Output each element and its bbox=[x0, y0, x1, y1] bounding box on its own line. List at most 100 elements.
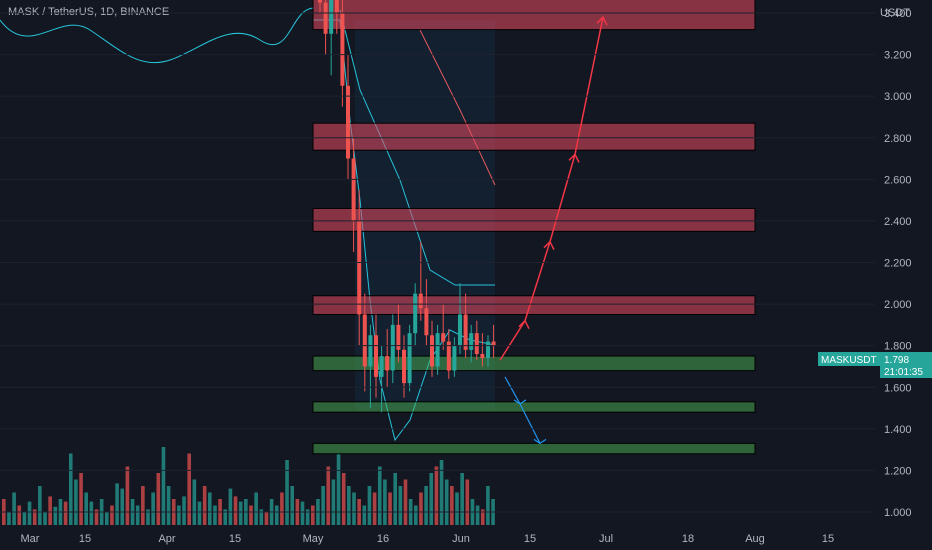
projection-arrows bbox=[499, 15, 608, 445]
volume-bar bbox=[347, 486, 351, 525]
volume-bar bbox=[233, 496, 238, 525]
candle-body bbox=[357, 220, 362, 315]
volume-bar bbox=[388, 492, 392, 525]
price-badge-value: 1.798 bbox=[884, 355, 909, 366]
volume-bar bbox=[135, 505, 140, 525]
volume-bar bbox=[480, 509, 485, 525]
volume-bar bbox=[192, 479, 197, 525]
volume-bar bbox=[213, 505, 217, 525]
volume-bar bbox=[383, 479, 387, 525]
volume-bar bbox=[238, 501, 243, 525]
candle-body bbox=[396, 324, 401, 350]
resistance-zone bbox=[312, 0, 756, 31]
candle-body bbox=[486, 341, 490, 359]
volume-bar bbox=[68, 453, 73, 525]
y-tick-label: 1.800 bbox=[884, 341, 912, 353]
volume-bar bbox=[398, 486, 403, 525]
volume-bar bbox=[48, 496, 52, 525]
candle-body bbox=[435, 333, 440, 367]
volume-bar bbox=[74, 479, 78, 525]
ema-line bbox=[0, 7, 314, 64]
volume-bar bbox=[429, 473, 434, 525]
y-tick-label: 1.200 bbox=[884, 465, 912, 477]
candle-body bbox=[374, 335, 378, 377]
volume-bar bbox=[166, 486, 171, 525]
volume-bar bbox=[223, 509, 228, 525]
volume-bar bbox=[465, 479, 470, 525]
candle-body bbox=[413, 293, 418, 334]
support-zone bbox=[312, 355, 756, 372]
volume-bar bbox=[146, 509, 150, 525]
x-tick-label: Mar bbox=[21, 533, 40, 545]
candle-body bbox=[368, 335, 373, 367]
countdown-badge: 21:01:35 bbox=[884, 367, 923, 378]
candle-body bbox=[463, 314, 468, 350]
volume-bar bbox=[177, 505, 181, 525]
price-axis: 3.400 3.200 3.000 2.800 2.600 2.400 2.200 2.000… bbox=[0, 8, 912, 519]
candle-body bbox=[469, 333, 474, 350]
candle-body bbox=[480, 353, 485, 359]
candle-body bbox=[446, 341, 451, 371]
volume-bar bbox=[362, 505, 367, 525]
y-tick-label: 3.200 bbox=[884, 50, 912, 62]
volume-bar bbox=[274, 505, 279, 525]
ma-line bbox=[419, 29, 496, 186]
volume-bar bbox=[393, 473, 397, 525]
volume-bar bbox=[331, 479, 336, 525]
candle-body bbox=[362, 314, 367, 367]
arrow-down-segment bbox=[519, 403, 541, 444]
price-badge-bg bbox=[880, 352, 932, 378]
y-tick-label: 2.800 bbox=[884, 133, 912, 145]
candle-body bbox=[424, 308, 429, 336]
arrow-up-head bbox=[568, 153, 580, 163]
volume-bar bbox=[27, 501, 32, 525]
candle-body bbox=[340, 13, 345, 86]
volume-bar bbox=[377, 466, 382, 525]
candles bbox=[318, 0, 496, 413]
volume-bar bbox=[53, 506, 58, 525]
volume-bar bbox=[419, 492, 423, 525]
volume-bar bbox=[182, 496, 186, 525]
volume-bar bbox=[264, 512, 269, 525]
y-tick-label: 2.000 bbox=[884, 299, 912, 311]
volume-bar bbox=[17, 505, 22, 525]
volume-bar bbox=[455, 492, 459, 525]
support-zone bbox=[312, 401, 756, 413]
arrow-up-segment bbox=[524, 241, 551, 321]
volume-bar bbox=[161, 447, 166, 525]
volume-bar bbox=[105, 512, 109, 525]
candle-body bbox=[379, 356, 384, 377]
volume-bar bbox=[63, 501, 68, 525]
x-tick-label: 18 bbox=[682, 533, 694, 545]
volume-bar bbox=[12, 492, 16, 525]
symbol-badge-label: MASKUSDT bbox=[821, 355, 877, 366]
x-tick-label: Apr bbox=[158, 533, 175, 545]
volume-bar bbox=[486, 486, 490, 525]
arrow-up-head bbox=[518, 319, 530, 330]
candle-body bbox=[430, 335, 434, 367]
x-tick-label: 15 bbox=[524, 533, 536, 545]
y-tick-label: 2.400 bbox=[884, 216, 912, 228]
volume-bar bbox=[403, 479, 408, 525]
candle-body bbox=[334, 0, 339, 13]
y-tick-label: 1.000 bbox=[884, 507, 912, 519]
x-tick-label: 15 bbox=[229, 533, 241, 545]
volume-bar bbox=[259, 509, 264, 525]
volume-bar bbox=[372, 492, 377, 525]
volume-bar bbox=[290, 486, 294, 525]
candle-body bbox=[474, 333, 479, 354]
candle-body bbox=[390, 324, 395, 371]
arrow-up-head bbox=[543, 240, 555, 251]
y-tick-label: 1.600 bbox=[884, 382, 912, 394]
y-tick-label: 1.400 bbox=[884, 424, 912, 436]
x-tick-label: May bbox=[303, 533, 324, 545]
volume-bar bbox=[125, 466, 130, 525]
volume-bar bbox=[187, 453, 191, 525]
x-tick-label: 16 bbox=[377, 533, 389, 545]
arrow-up-head bbox=[596, 15, 608, 26]
volume-bar bbox=[115, 483, 119, 525]
arrow-up-segment bbox=[574, 17, 604, 155]
volume-bar bbox=[285, 460, 289, 525]
symbol-badge: MASKUSDT 1.798 21:01:35 bbox=[818, 352, 932, 378]
